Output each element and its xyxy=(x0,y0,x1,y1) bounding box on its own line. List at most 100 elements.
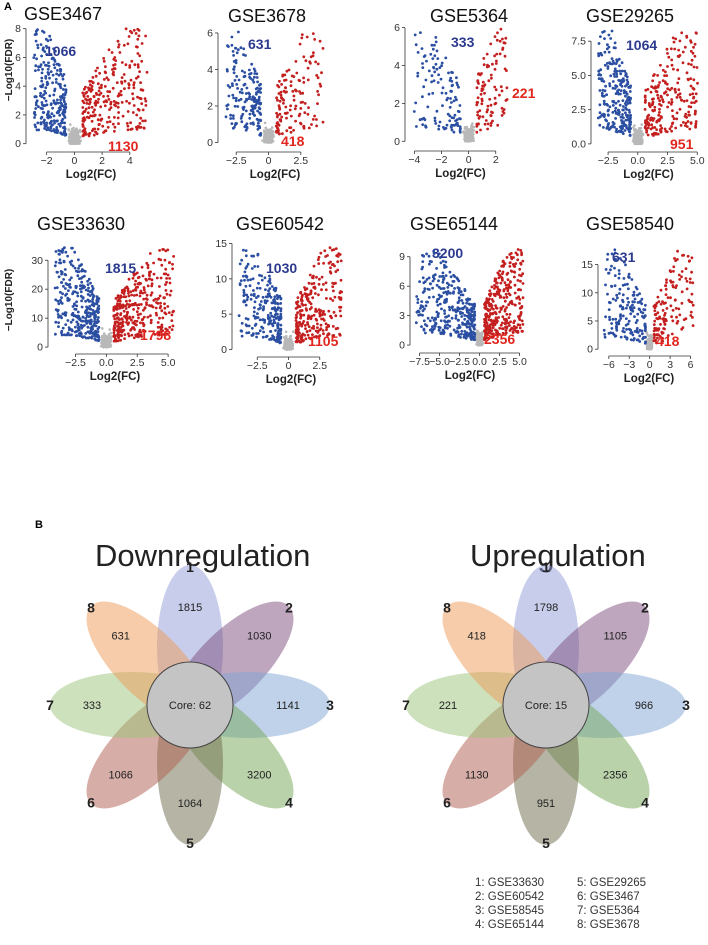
point-down xyxy=(249,77,253,80)
point-down xyxy=(437,127,441,131)
point-down xyxy=(624,118,628,122)
down-count-label: 1030 xyxy=(266,260,297,276)
point-up xyxy=(322,283,325,286)
point-down xyxy=(264,335,268,339)
point-down xyxy=(83,270,87,273)
point-down xyxy=(36,46,40,50)
point-up xyxy=(303,324,307,327)
point-down xyxy=(45,64,49,67)
point-down xyxy=(600,113,604,117)
point-down xyxy=(49,38,53,42)
y-tick-label: 10 xyxy=(31,313,43,325)
point-down xyxy=(243,278,246,282)
point-down xyxy=(34,103,38,107)
point-up xyxy=(489,114,493,117)
point-up xyxy=(136,335,140,339)
point-ns xyxy=(266,128,269,132)
point-down xyxy=(624,90,628,94)
point-down xyxy=(453,113,457,117)
point-up xyxy=(142,315,146,319)
point-up xyxy=(485,65,489,69)
point-down xyxy=(621,113,624,116)
point-up xyxy=(314,307,318,311)
point-down xyxy=(617,99,620,103)
point-down xyxy=(614,106,618,110)
point-up xyxy=(171,267,175,271)
point-down xyxy=(265,299,269,303)
point-down xyxy=(276,322,280,325)
point-down xyxy=(59,290,62,294)
point-ns xyxy=(105,338,109,342)
point-down xyxy=(32,56,36,59)
point-up xyxy=(331,334,335,337)
point-up xyxy=(319,84,323,88)
point-up xyxy=(696,81,699,85)
point-down xyxy=(224,115,228,119)
point-ns xyxy=(263,121,267,125)
point-down xyxy=(44,86,48,90)
point-down xyxy=(80,280,84,284)
point-up xyxy=(316,90,319,93)
point-down xyxy=(257,98,261,102)
point-up xyxy=(142,297,146,301)
point-down xyxy=(446,112,450,116)
point-up xyxy=(135,303,139,307)
point-up xyxy=(275,111,278,115)
point-up xyxy=(289,130,293,134)
point-up xyxy=(681,61,685,65)
x-tick-label: −2 xyxy=(436,154,448,166)
point-down xyxy=(261,295,265,299)
point-up xyxy=(88,100,92,104)
point-down xyxy=(53,66,57,70)
point-down xyxy=(597,69,601,73)
point-down xyxy=(232,60,236,63)
point-up xyxy=(116,39,120,43)
point-down xyxy=(440,61,444,65)
point-down xyxy=(270,322,274,326)
point-up xyxy=(84,91,87,95)
point-down xyxy=(60,333,64,337)
point-down xyxy=(618,64,621,68)
point-ns xyxy=(108,338,111,342)
point-ns xyxy=(101,327,104,330)
point-up xyxy=(339,278,343,282)
point-down xyxy=(602,99,606,103)
point-down xyxy=(621,130,624,134)
point-ns xyxy=(72,140,75,144)
point-ns xyxy=(261,139,264,142)
point-up xyxy=(155,276,159,280)
point-down xyxy=(242,75,246,79)
point-up xyxy=(135,113,139,117)
point-up xyxy=(161,248,165,251)
point-down xyxy=(36,43,39,47)
point-down xyxy=(62,312,66,316)
point-down xyxy=(258,83,261,87)
point-down xyxy=(59,69,62,73)
point-up xyxy=(122,295,126,299)
point-up xyxy=(299,337,303,341)
point-up xyxy=(502,108,506,111)
point-down xyxy=(444,56,448,60)
point-up xyxy=(493,85,497,89)
point-down xyxy=(620,80,624,84)
point-down xyxy=(89,281,92,285)
point-up xyxy=(321,120,325,124)
point-up xyxy=(116,116,120,120)
point-up xyxy=(327,261,331,265)
point-down xyxy=(448,105,452,109)
point-down xyxy=(615,59,619,63)
point-down xyxy=(55,72,58,76)
point-ns xyxy=(268,128,272,131)
point-up xyxy=(664,70,667,74)
point-down xyxy=(97,336,101,339)
point-ns xyxy=(470,135,474,138)
point-up xyxy=(112,331,116,335)
point-up xyxy=(112,67,116,70)
point-up xyxy=(668,127,672,131)
point-down xyxy=(43,118,46,122)
x-tick-label: 5.0 xyxy=(690,155,705,167)
point-up xyxy=(132,28,136,32)
point-down xyxy=(86,283,90,286)
point-down xyxy=(39,121,43,125)
x-axis-label: Log2(FC) xyxy=(66,169,117,181)
